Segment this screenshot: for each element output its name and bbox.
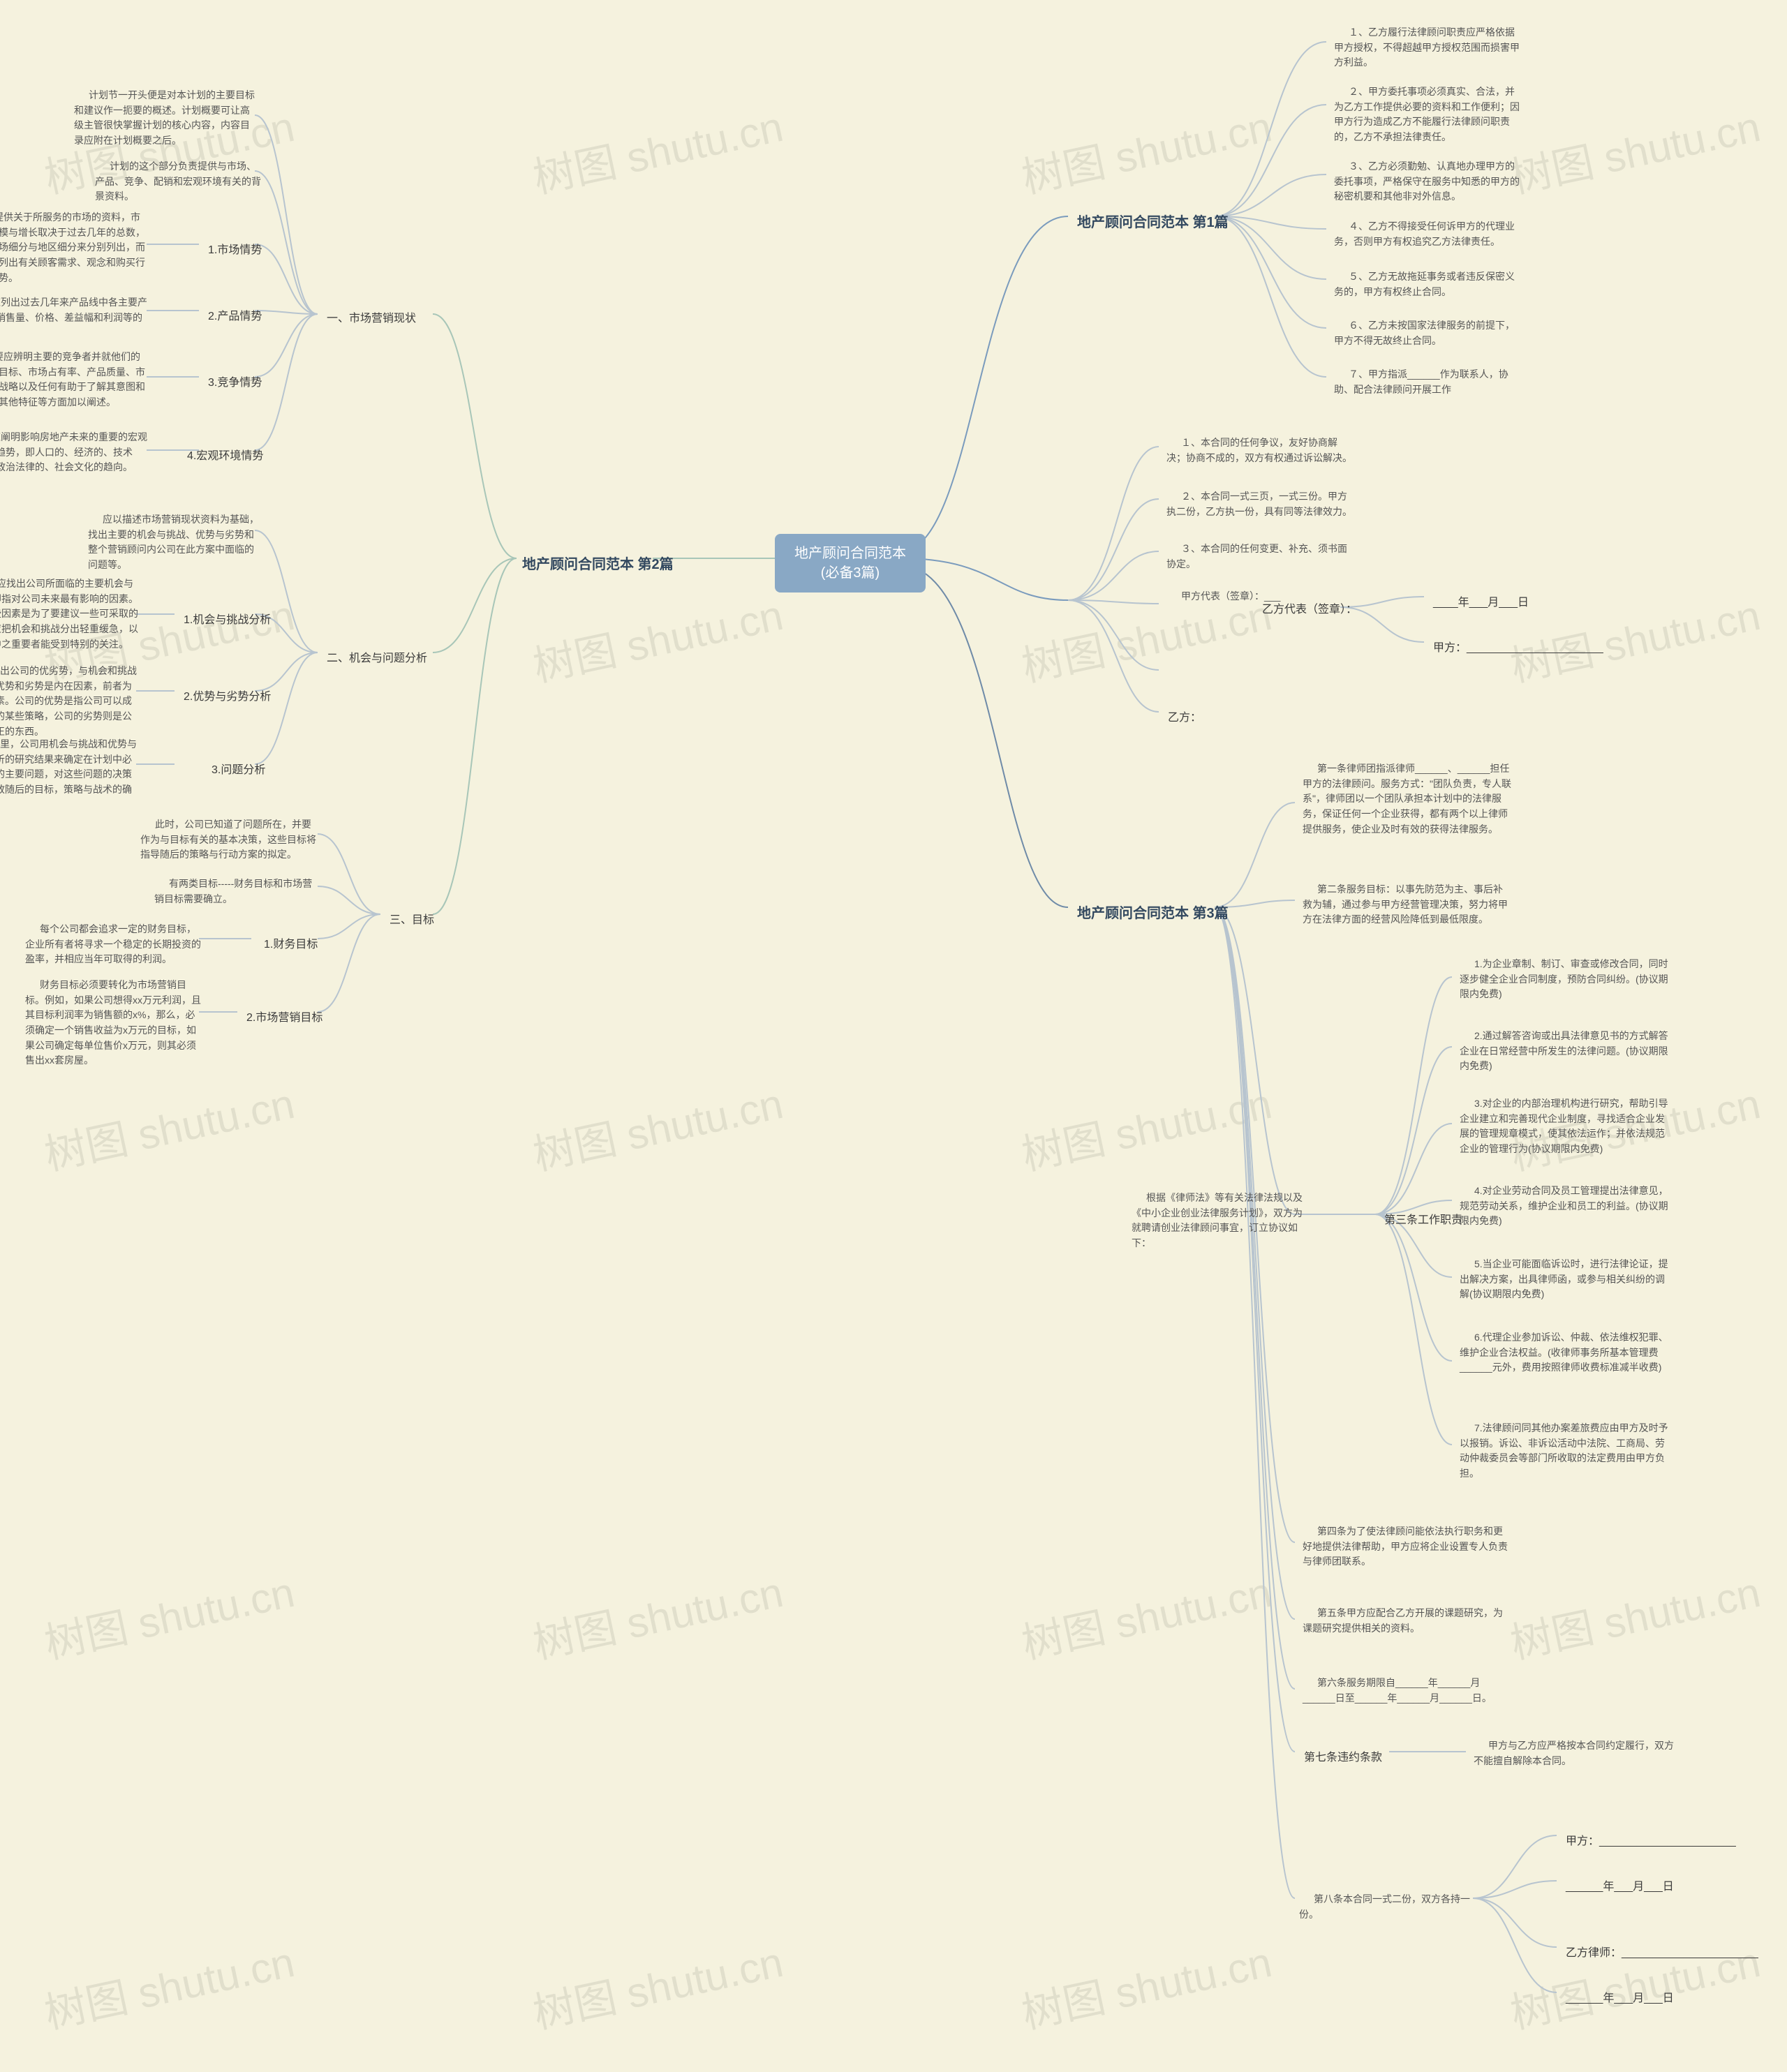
branch-part1[interactable]: 地产顾问合同范本 第1篇 [1072,208,1234,234]
part3-clause1: 第一条律师团指派律师______、______担任甲方的法律顾问。服务方式："团… [1298,757,1516,841]
p2-s1-i2-d: 应列出过去几年来产品线中各主要产品的销售量、价格、差益幅和利润等的资料。 [0,291,155,345]
watermark: 树图 shutu.cn [1016,1070,1277,1182]
part3-clause5: 第五条甲方应配合乙方开展的课题研究，为课题研究提供相关的资料。 [1298,1602,1516,1640]
p2-s1-i4-d: 应阐明影响房地产未来的重要的宏观环境趋势，即人口的、经济的、技术的、政治法律的、… [0,426,155,479]
part1-item-4: ４、乙方不得接受任何诉甲方的代理业务，否则甲方有权追究乙方法律责任。 [1330,215,1527,253]
part3-c3-5: 5.当企业可能面临诉讼时，进行法律论证，提出解决方案，出具律师函，或参与相关纠纷… [1455,1253,1673,1306]
p2-s1-i4[interactable]: 4.宏观环境情势 [181,443,269,465]
watermark: 树图 shutu.cn [38,1070,299,1182]
part1b-date: ____年___月___日 [1428,590,1534,612]
part1b-1: １、本合同的任何争议，友好协商解决；协商不成的，双方有权通过诉讼解决。 [1162,431,1359,470]
watermark: 树图 shutu.cn [527,581,788,694]
part1-item-7: ７、甲方指派______作为联系人，协助、配合法律顾问开展工作 [1330,363,1527,401]
part1b-rep-b: 乙方代表（签章）： [1256,597,1363,619]
p2-s1-intro-a: 计划节一开头便是对本计划的主要目标和建议作一扼要的概述。计划概要可让高级主管很快… [70,84,260,153]
part3-intro3: 根据《律师法》等有关法律法规以及《中小企业创业法律服务计划》，双方为就聘请创业法… [1127,1186,1310,1255]
part3-c3-4: 4.对企业劳动合同及员工管理提出法律意见，规范劳动关系，维护企业和员工的利益。(… [1455,1179,1673,1233]
watermark: 树图 shutu.cn [1016,93,1277,205]
p2-s3-i1-d: 每个公司都会追求一定的财务目标，企业所有者将寻求一个稳定的长期投资的盈率，并相应… [21,918,207,971]
p2-s2-i3[interactable]: 3.问题分析 [206,757,271,780]
p2-s1-i1-d: 应提供关于所服务的市场的资料，市场的规模与增长取决于过去几年的总数，并按市场细分… [0,206,151,290]
watermark: 树图 shutu.cn [1504,93,1765,205]
watermark: 树图 shutu.cn [1016,1558,1277,1671]
p2-s3-intro-b: 有两类目标-----财务目标和市场营销目标需要确立。 [150,872,326,911]
p2-s3-i2-d: 财务目标必须要转化为市场营销目标。例如，如果公司想得xx万元利润，且其目标利润率… [21,974,207,1073]
p2-s2-i3-d: 在这里，公司用机会与挑战和优势与劣势分析的研究结果来确定在计划中必须强调的主要问… [0,733,144,817]
watermark: 树图 shutu.cn [527,1558,788,1671]
part1b-3: ３、本合同的任何变更、补充、须书面协定。 [1162,537,1359,576]
p2-s1-i2[interactable]: 2.产品情势 [202,304,267,326]
part1b-yb: 乙方： [1162,705,1207,727]
part3-c3-6: 6.代理企业参加诉讼、仲裁、依法维权犯罪、维护企业合法权益。(收律师事务所基本管… [1455,1326,1673,1380]
part3-clause4: 第四条为了使法律顾问能依法执行职务和更好地提供法律帮助，甲方应将企业设置专人负责… [1298,1520,1516,1574]
p2-s3-title[interactable]: 三、目标 [384,907,440,930]
part3-sig-b: 乙方律师：______________________ [1560,1940,1764,1962]
part1-item-1: １、乙方履行法律顾问职责应严格依据甲方授权，不得超越甲方授权范围而损害甲方利益。 [1330,21,1527,75]
part3-sig-a: 甲方：______________________ [1560,1828,1742,1851]
watermark: 树图 shutu.cn [38,1558,299,1671]
p2-s2-intro: 应以描述市场营销现状资料为基础，找出主要的机会与挑战、优势与劣势和整个营销顾问内… [84,508,267,577]
part3-clause6: 第六条服务期限自______年______月______日至______年___… [1298,1671,1516,1710]
p2-s2-i1[interactable]: 1.机会与挑战分析 [178,607,276,629]
part1-item-3: ３、乙方必须勤勉、认真地办理甲方的委托事项，严格保守在服务中知悉的甲方的秘密机要… [1330,155,1527,209]
part3-c3-2: 2.通过解答咨询或出具法律意见书的方式解答企业在日常经营中所发生的法律问题。(协… [1455,1024,1673,1078]
part1-item-2: ２、甲方委托事项必须真实、合法，并为乙方工作提供必要的资料和工作便利；因甲方行为… [1330,80,1527,149]
part1b-ja: 甲方：______________________ [1428,635,1609,657]
p2-s2-title[interactable]: 二、机会与问题分析 [321,646,433,668]
part3-clause7-title: 第七条违约条款 [1298,1745,1388,1767]
part3-clause3-title: 第三条工作职责 [1379,1207,1468,1230]
p2-s1-title[interactable]: 一、市场营销现状 [321,306,422,328]
p2-s3-i2[interactable]: 2.市场营销目标 [241,1005,328,1027]
part3-sig-a-date: ______年___月___日 [1560,1874,1680,1896]
part3-c3-7: 7.法律顾问同其他办案差旅费应由甲方及时予以报销。诉讼、非诉讼活动中法院、工商局… [1455,1417,1673,1486]
watermark: 树图 shutu.cn [527,93,788,205]
branch-part3[interactable]: 地产顾问合同范本 第3篇 [1072,899,1234,925]
watermark: 树图 shutu.cn [1016,1928,1277,2041]
p2-s3-intro-a: 此时，公司已知道了问题所在，并要作为与目标有关的基本决策，这些目标将指导随后的策… [136,813,322,867]
p2-s1-i3[interactable]: 3.竞争情势 [202,370,267,392]
part3-clause8-title: 第八条本合同一式二份，双方各持一份。 [1295,1888,1485,1926]
part3-c3-3: 3.对企业的内部治理机构进行研究，帮助引导企业建立和完善现代企业制度，寻找适合企… [1455,1092,1673,1161]
p2-s2-i2[interactable]: 2.优势与劣势分析 [178,684,276,706]
part3-sig-b-date: ______年___月___日 [1560,1985,1680,2008]
part3-clause2: 第二条服务目标：以事先防范为主、事后补救为辅，通过参与甲方经营管理决策，努力将甲… [1298,878,1516,932]
center-node[interactable]: 地产顾问合同范本(必备3篇) [775,534,926,592]
part1-item-6: ６、乙方未按国家法律服务的前提下，甲方不得无故终止合同。 [1330,314,1527,352]
part3-c3-1: 1.为企业章制、制订、审查或修改合同，同时逐步健全企业合同制度，预防合同纠纷。(… [1455,953,1673,1006]
watermark: 树图 shutu.cn [527,1928,788,2041]
p2-s1-intro-b: 计划的这个部分负责提供与市场、产品、竞争、配销和宏观环境有关的背景资料。 [91,155,267,209]
p2-s1-i1[interactable]: 1.市场情势 [202,237,267,260]
p2-s2-i2-d: 应找出公司的优劣势，与机会和挑战相反，优势和劣势是内在因素，前者为外在因素。公司… [0,659,144,743]
watermark: 树图 shutu.cn [1504,1558,1765,1671]
watermark: 树图 shutu.cn [38,1928,299,2041]
part3-clause7-body: 甲方与乙方应严格按本合同约定履行，双方不能擅自解除本合同。 [1469,1734,1687,1773]
watermark: 树图 shutu.cn [527,1070,788,1182]
p2-s3-i1[interactable]: 1.财务目标 [258,932,323,954]
part1-item-5: ５、乙方无故拖延事务或者违反保密义务的，甲方有权终止合同。 [1330,265,1527,304]
p2-s1-i3-d: 主要应辨明主要的竞争者并就他们的规模、目标、市场占有率、产品质量、市场营销战略以… [0,345,151,415]
part1b-2: ２、本合同一式三页，一式三份。甲方执二份，乙方执一份，具有同等法律效力。 [1162,485,1359,523]
branch-part2[interactable]: 地产顾问合同范本 第2篇 [517,550,679,576]
p2-s2-i1-d: 经理应找出公司所面临的主要机会与挑战，即指对公司未来最有影响的因素。写出这些因素… [0,572,144,656]
